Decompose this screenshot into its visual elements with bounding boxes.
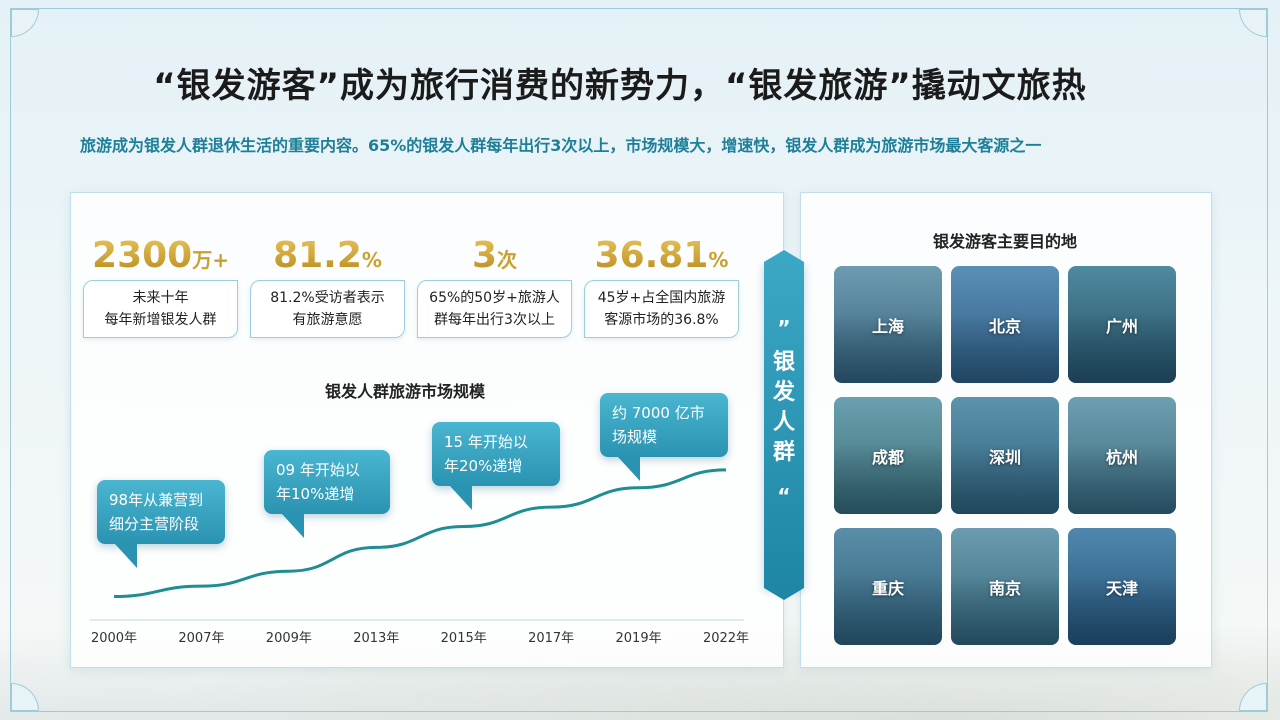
stat-unit: 万+ bbox=[192, 248, 229, 272]
stat-market-share: 36.81% 45岁+占全国内旅游 客源市场的36.8% bbox=[584, 234, 739, 338]
city-name: 天津 bbox=[1105, 578, 1138, 598]
stat-description: 45岁+占全国内旅游 客源市场的36.8% bbox=[584, 280, 739, 338]
city-name: 南京 bbox=[988, 578, 1021, 598]
stat-description-text: 81.2%受访者表示 有旅游意愿 bbox=[270, 290, 385, 328]
frame-corner bbox=[11, 9, 39, 37]
stat-value: 3 bbox=[471, 235, 498, 276]
annotation-text: 约 7000 亿市 场规模 bbox=[612, 404, 705, 446]
banner-text-label: 银发人群 bbox=[773, 350, 796, 465]
silver-crowd-banner: ” 银发人群 “ bbox=[764, 250, 804, 600]
x-tick-label: 2000年 bbox=[91, 631, 137, 646]
city-card: 杭州 bbox=[1068, 397, 1176, 514]
series-line bbox=[113, 468, 727, 599]
frame-corner bbox=[11, 683, 39, 711]
x-tick-label: 2009年 bbox=[266, 631, 312, 646]
city-card: 北京 bbox=[951, 266, 1059, 383]
city-skyline-image bbox=[834, 443, 942, 514]
city-skyline-image bbox=[951, 574, 1059, 645]
stat-new-seniors: 2300万+ 未来十年 每年新增银发人群 bbox=[83, 234, 238, 338]
banner-quote-close: “ bbox=[777, 484, 791, 508]
x-tick-label: 2015年 bbox=[441, 631, 487, 646]
stat-travel-intent: 81.2% 81.2%受访者表示 有旅游意愿 bbox=[250, 234, 405, 338]
city-skyline-image bbox=[951, 312, 1059, 383]
x-tick-label: 2007年 bbox=[178, 631, 224, 646]
x-tick-label: 2013年 bbox=[353, 631, 399, 646]
page-subtitle: 旅游成为银发人群退休生活的重要内容。65%的银发人群每年出行3次以上，市场规模大… bbox=[80, 136, 1042, 155]
x-tick-label: 2017年 bbox=[528, 631, 574, 646]
chart-title: 银发人群旅游市场规模 bbox=[324, 382, 485, 401]
city-name: 上海 bbox=[871, 316, 904, 336]
city-skyline-image bbox=[951, 443, 1059, 514]
page-title: “银发游客”成为旅行消费的新势力，“银发旅游”撬动文旅热 bbox=[153, 66, 1087, 106]
city-name: 成都 bbox=[871, 447, 904, 467]
city-skyline-image bbox=[1068, 443, 1176, 514]
stat-unit: 次 bbox=[497, 248, 518, 272]
stat-description: 65%的50岁+旅游人 群每年出行3次以上 bbox=[417, 280, 572, 338]
frame-corner bbox=[1239, 683, 1267, 711]
city-name: 杭州 bbox=[1105, 447, 1138, 467]
stat-unit: % bbox=[708, 248, 729, 272]
city-card: 广州 bbox=[1068, 266, 1176, 383]
annotation-text: 98年从兼营到 细分主营阶段 bbox=[109, 491, 204, 533]
stat-value: 36.81 bbox=[594, 235, 709, 276]
city-card: 深圳 bbox=[951, 397, 1059, 514]
stat-trips-per-year: 3次 65%的50岁+旅游人 群每年出行3次以上 bbox=[417, 234, 572, 338]
city-skyline-image bbox=[834, 574, 942, 645]
annotation-bubble: 约 7000 亿市 场规模 bbox=[600, 393, 728, 481]
x-tick-label: 2019年 bbox=[616, 631, 662, 646]
stat-value: 81.2 bbox=[273, 235, 362, 276]
city-card: 重庆 bbox=[834, 528, 942, 645]
stat-description: 未来十年 每年新增银发人群 bbox=[83, 280, 238, 338]
page-frame bbox=[10, 8, 1268, 712]
stat-description-text: 65%的50岁+旅游人 群每年出行3次以上 bbox=[429, 290, 560, 328]
banner-quote-open: ” bbox=[777, 316, 791, 340]
city-name: 重庆 bbox=[871, 578, 904, 598]
annotation-bubble: 15 年开始以 年20%递增 bbox=[432, 422, 560, 510]
city-name: 深圳 bbox=[988, 447, 1021, 467]
stat-description-text: 45岁+占全国内旅游 客源市场的36.8% bbox=[597, 290, 726, 328]
stat-unit: % bbox=[361, 248, 382, 272]
market-size-chart: 2000年 2007年 2009年 2013年 2015年 2017年 2019年 2022年 bbox=[90, 468, 749, 646]
city-card: 天津 bbox=[1068, 528, 1176, 645]
city-name: 广州 bbox=[1105, 316, 1138, 336]
annotation-text: 15 年开始以 年20%递增 bbox=[444, 433, 528, 475]
city-card: 南京 bbox=[951, 528, 1059, 645]
city-skyline-image bbox=[834, 312, 942, 383]
x-tick-label: 2022年 bbox=[703, 631, 749, 646]
city-card: 成都 bbox=[834, 397, 942, 514]
stat-value: 2300 bbox=[92, 235, 193, 276]
destinations-title: 银发游客主要目的地 bbox=[932, 232, 1077, 251]
annotation-text: 09 年开始以 年10%递增 bbox=[276, 461, 360, 503]
annotation-bubble: 98年从兼营到 细分主营阶段 bbox=[97, 480, 225, 568]
frame-corner bbox=[1239, 9, 1267, 37]
annotation-bubble: 09 年开始以 年10%递增 bbox=[264, 450, 390, 538]
city-name: 北京 bbox=[988, 316, 1021, 336]
stat-description-text: 未来十年 每年新增银发人群 bbox=[104, 290, 217, 328]
banner-text: 银发人群 bbox=[764, 348, 804, 468]
city-skyline-image bbox=[1068, 574, 1176, 645]
city-card: 上海 bbox=[834, 266, 942, 383]
city-skyline-image bbox=[1068, 312, 1176, 383]
stat-description: 81.2%受访者表示 有旅游意愿 bbox=[250, 280, 405, 338]
